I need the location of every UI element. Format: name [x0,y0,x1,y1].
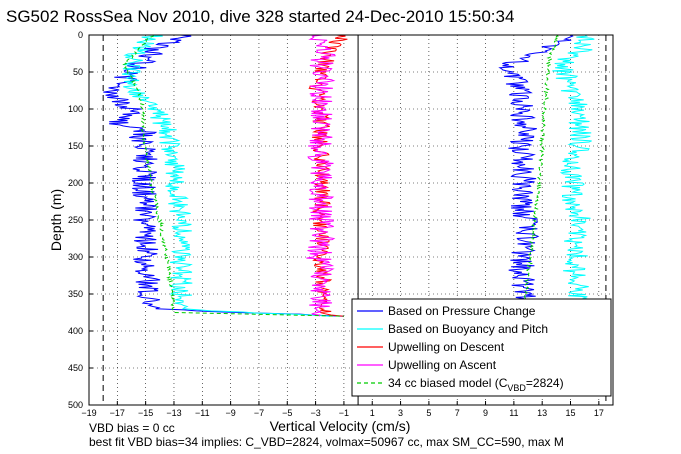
x-tick-label: −15 [138,408,153,418]
series-line-descent [121,34,330,317]
x-tick-label: −7 [254,408,264,418]
series-line-ascent [306,34,336,317]
y-tick-label: 250 [68,215,83,225]
legend-box [351,298,612,397]
y-tick-label: 350 [68,289,83,299]
series-line-ascent [518,34,560,317]
y-ticks: 0 50 100 150 200 250 300 350 400 450 500 [68,30,93,410]
y-tick-label: 0 [78,30,83,40]
x-tick-label: −17 [110,408,125,418]
x-ticks: −19 −17 −15 −13 −11 −9 −7 −5 −3 −1 1 3 5 7 9 11 13 15 17 [81,401,604,418]
legend-label: Based on Buoyancy and Pitch [388,322,548,336]
x-tick-label: −9 [225,408,235,418]
y-tick-label: 200 [68,178,83,188]
series-line-descent [308,34,348,317]
x-axis-label: Vertical Velocity (cm/s) [270,418,411,434]
y-axis-label: Depth (m) [48,189,64,251]
legend-label: Based on Pressure Change [388,304,536,318]
x-tick-label: −1 [339,408,349,418]
series-line-ascent [552,34,595,317]
x-tick-label: 3 [398,408,403,418]
x-tick-label: 7 [455,408,460,418]
x-tick-label: 5 [426,408,431,418]
x-tick-label: −5 [282,408,292,418]
y-tick-label: 450 [68,363,83,373]
y-tick-label: 400 [68,326,83,336]
y-tick-label: 50 [73,67,83,77]
x-tick-label: −13 [166,408,181,418]
x-tick-label: −11 [195,408,210,418]
legend-label: Upwelling on Ascent [388,358,497,372]
legend: Based on Pressure Change Based on Buoyanc… [351,298,612,397]
series-line-ascent [498,34,574,317]
series-group [103,34,595,317]
footnote-bias: VBD bias = 0 cc [89,421,175,435]
x-tick-label: 17 [594,408,604,418]
series-line-descent [122,34,344,317]
series-line-descent [103,34,344,317]
x-tick-label: −19 [81,408,96,418]
x-tick-label: 9 [483,408,488,418]
legend-label: Upwelling on Descent [388,340,505,354]
y-tick-label: 300 [68,252,83,262]
x-tick-label: −3 [310,408,320,418]
x-tick-label: 15 [566,408,576,418]
legend-label: 34 cc biased model (CVBD=2824) [388,376,564,393]
footnote-bestfit: best fit VBD bias=34 implies: C_VBD=2824… [89,435,564,449]
y-tick-label: 150 [68,141,83,151]
y-tick-label: 100 [68,104,83,114]
x-tick-label: 11 [509,408,518,418]
x-tick-label: 13 [537,408,547,418]
x-tick-label: 1 [370,408,375,418]
y-tick-label: 500 [68,400,83,410]
chart-title: SG502 RossSea Nov 2010, dive 328 started… [6,7,514,26]
